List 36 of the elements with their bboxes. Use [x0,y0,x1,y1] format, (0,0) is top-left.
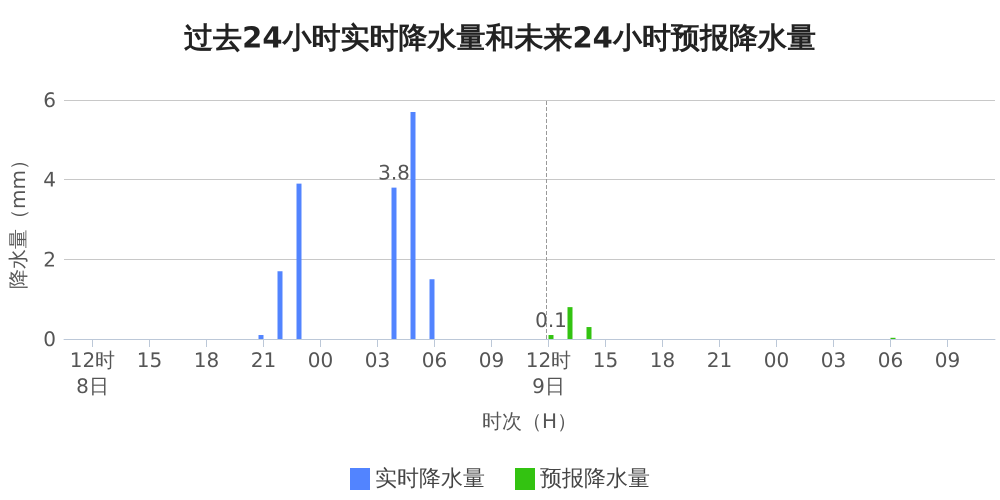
x-tick-label: 12时 8日 [70,348,116,398]
y-tick-label: 0 [43,327,56,351]
bar [568,307,572,339]
y-tick-label: 6 [43,88,56,112]
x-tick-label: 06 [422,348,448,372]
bar [430,279,434,339]
y-tick-label: 2 [43,247,56,272]
x-tick-label: 18 [650,348,676,372]
bar [258,335,264,339]
x-tick-label: 12时 9日 [526,348,572,398]
bar [392,188,396,339]
x-tick-label: 15 [592,348,618,372]
bar [410,112,416,339]
y-tick-label: 4 [43,168,56,192]
bar [278,271,282,339]
x-tick-label: 03 [364,348,390,372]
x-tick-label: 09 [478,348,504,372]
x-tick-label: 21 [706,348,732,372]
legend-label: 实时降水量 [375,466,485,492]
x-tick-label: 15 [136,348,162,372]
x-tick-label: 18 [194,348,220,372]
x-tick-label: 03 [820,348,846,372]
x-tick-label: 21 [250,348,276,372]
x-tick-label: 00 [308,348,334,372]
x-tick-label: 09 [934,348,960,372]
x-tick-label: 00 [764,348,790,372]
bar [586,327,592,339]
bar [548,335,554,339]
data-label: 0.1 [535,308,567,332]
x-axis-title: 时次（H） [482,409,578,433]
bar [296,184,302,339]
y-axis-title: 降水量（mm） [6,150,30,289]
legend-label: 预报降水量 [540,466,650,492]
chart-title: 过去24小时实时降水量和未来24小时预报降水量 [184,20,816,54]
data-label: 3.8 [378,160,410,185]
x-tick-label: 06 [878,348,904,372]
